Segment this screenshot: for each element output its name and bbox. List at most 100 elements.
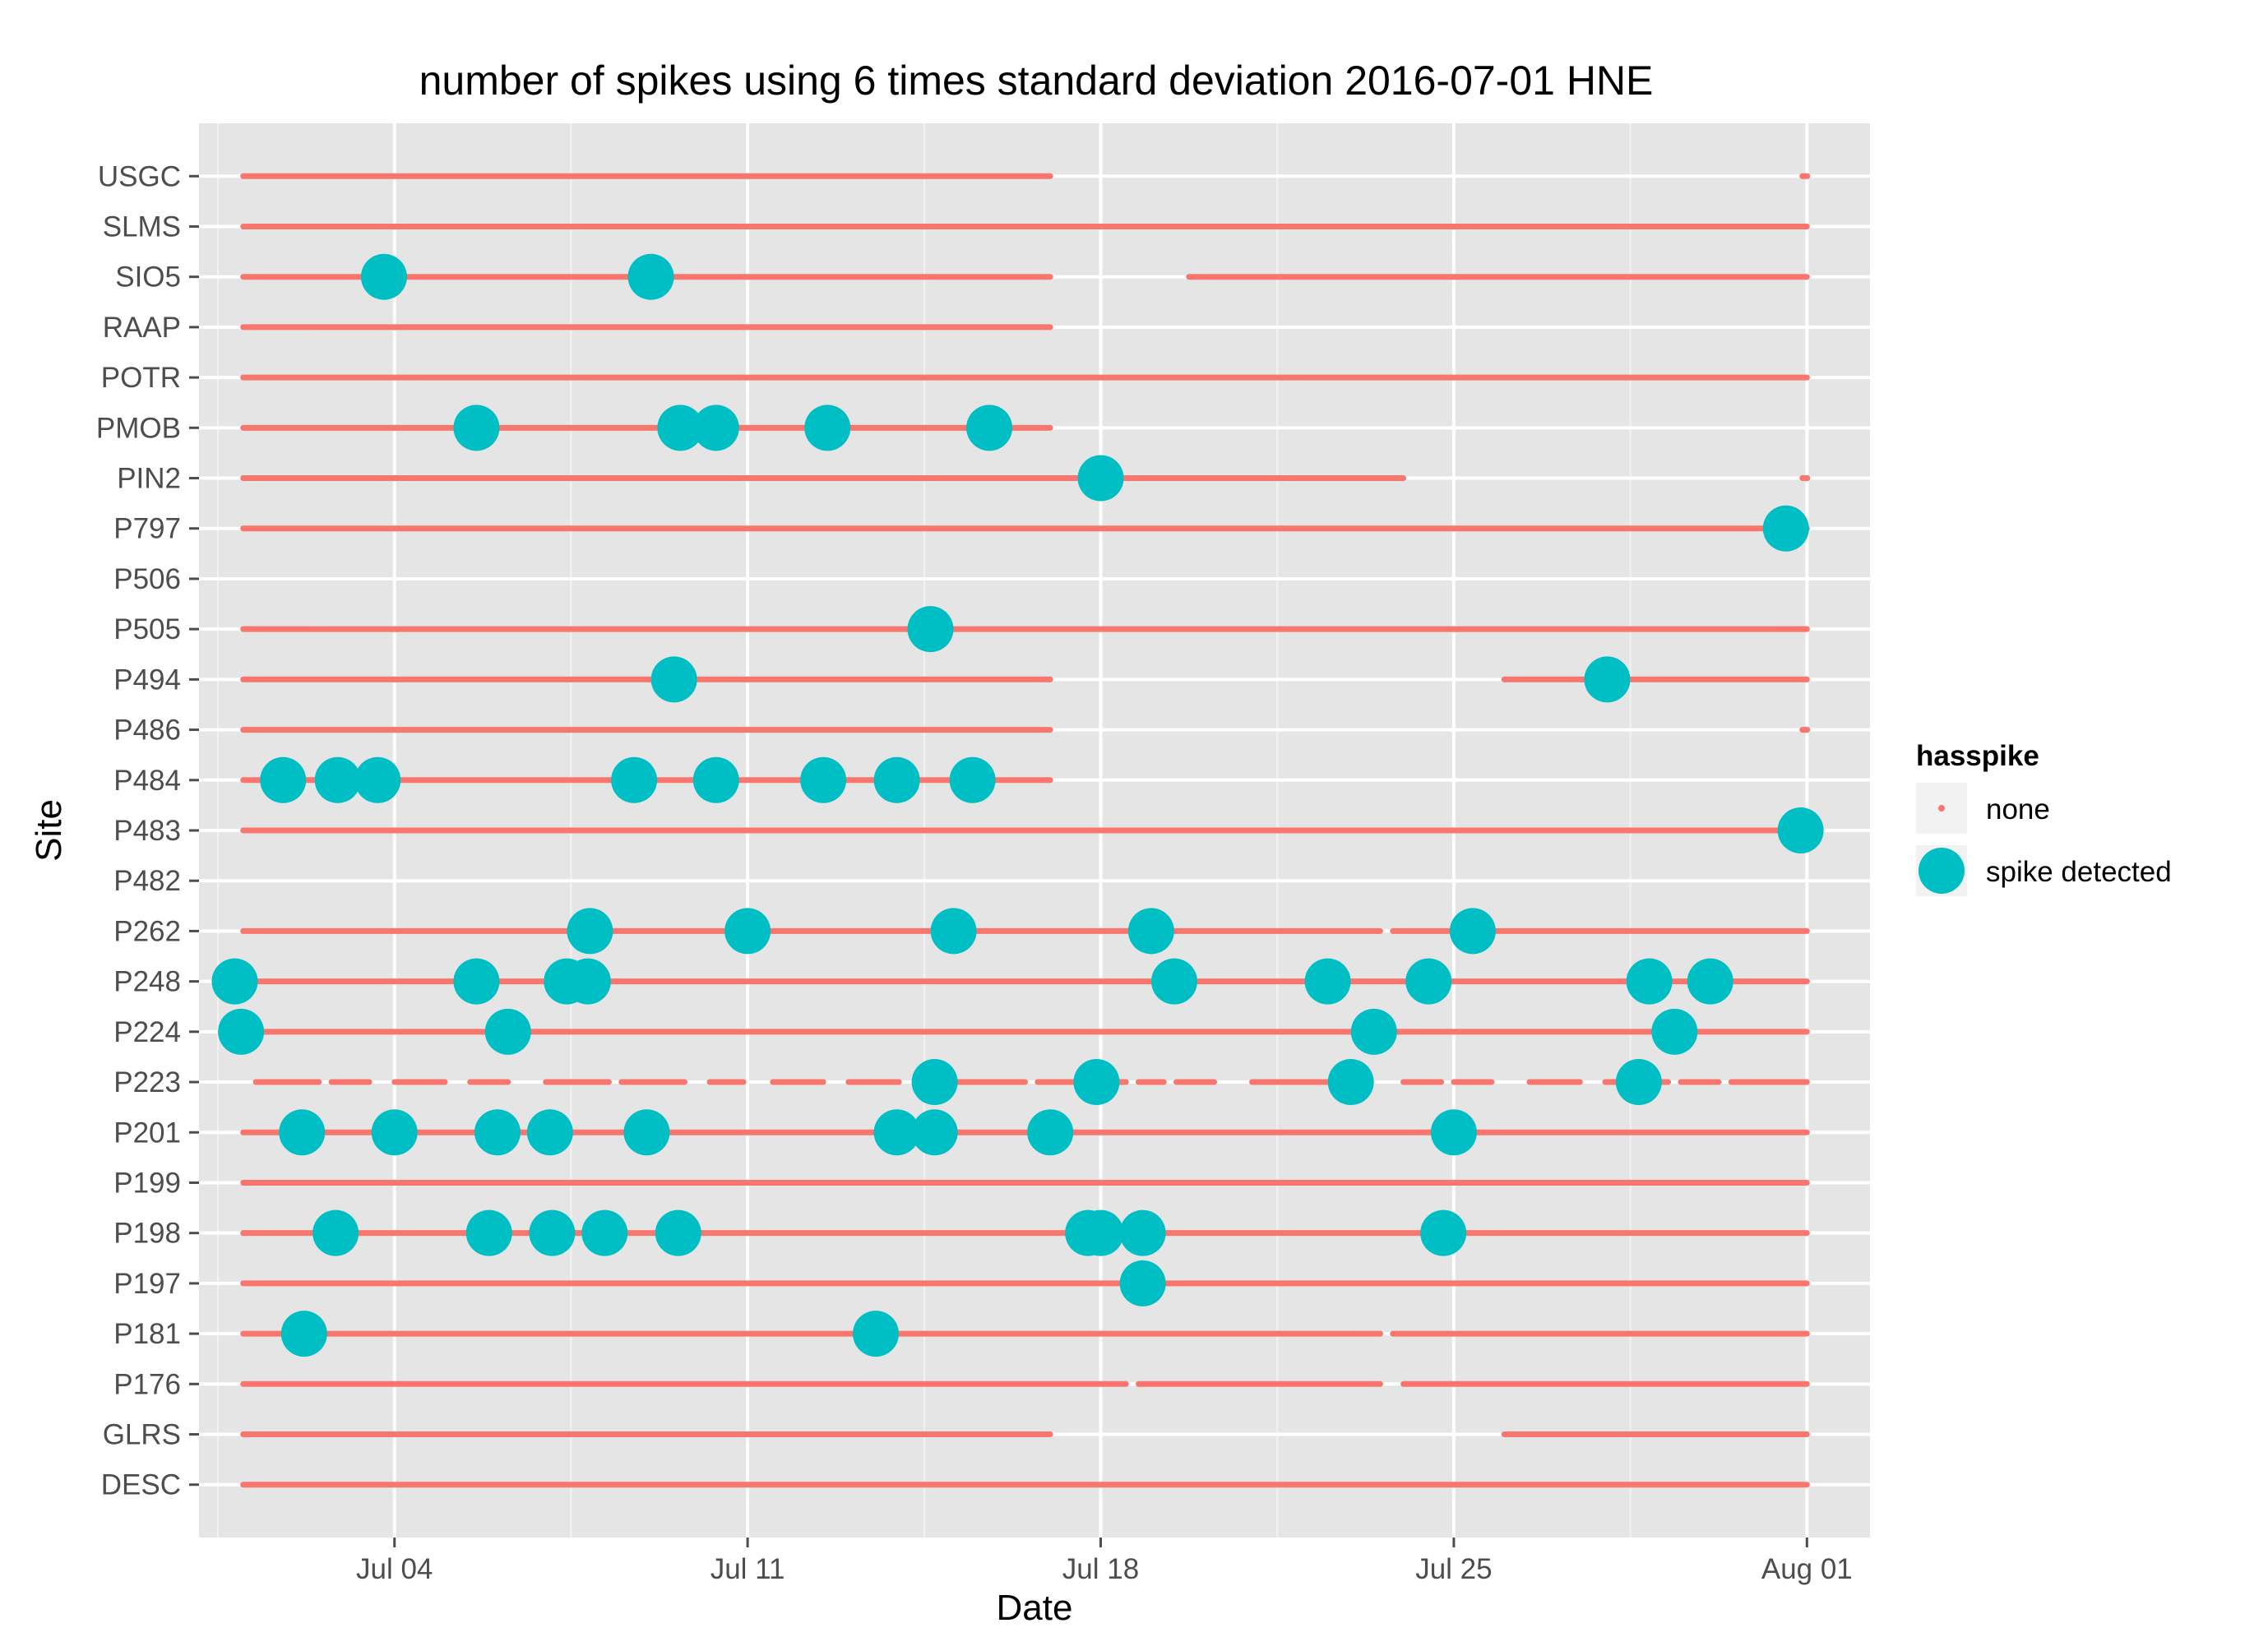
spike-point: [1127, 908, 1174, 955]
spike-point: [314, 756, 361, 803]
spike-point: [800, 756, 847, 803]
spike-point: [529, 1209, 576, 1256]
spike-point: [657, 405, 704, 451]
spike-point: [692, 756, 739, 803]
spike-point: [371, 1109, 418, 1156]
y-tick-label: GLRS: [103, 1419, 181, 1451]
y-tick-label: P482: [113, 865, 181, 897]
spike-point: [911, 1059, 958, 1106]
y-tick-label: RAAP: [103, 312, 181, 344]
x-axis: Jul 04 Jul 11 Jul 18 Jul 25 Aug 01: [356, 1538, 1853, 1585]
spike-point: [526, 1109, 573, 1156]
spike-point: [1584, 656, 1631, 703]
y-tick-label: USGC: [98, 160, 181, 192]
y-tick-label: SLMS: [103, 210, 181, 243]
none-series: [240, 173, 1811, 1488]
legend-spike-marker: [1919, 848, 1965, 894]
legend: hasspike none spike detected: [1916, 740, 2172, 896]
spike-point: [627, 253, 674, 300]
spike-point: [453, 405, 500, 451]
spike-point: [873, 756, 920, 803]
spike-point: [1119, 1260, 1166, 1306]
spike-point: [949, 756, 996, 803]
spike-point: [280, 1311, 327, 1357]
y-tick-label: P505: [113, 613, 181, 645]
spike-point: [218, 1008, 265, 1055]
spike-point: [1405, 958, 1452, 1005]
y-tick-label: POTR: [101, 362, 181, 394]
x-tick-label: Jul 11: [710, 1553, 785, 1585]
spike-series: [211, 253, 1824, 1357]
spike-point: [611, 756, 658, 803]
spike-point: [1651, 1008, 1698, 1055]
x-tick-label: Aug 01: [1761, 1553, 1853, 1585]
spike-point: [1420, 1209, 1467, 1256]
spike-point: [1073, 1059, 1120, 1106]
y-tick-label: P262: [113, 915, 181, 947]
spike-point: [312, 1209, 359, 1256]
chart-title: number of spikes using 6 times standard …: [419, 58, 1654, 104]
spike-point: [1150, 958, 1197, 1005]
legend-label-spike: spike detected: [1986, 856, 2172, 888]
spike-point: [1119, 1209, 1166, 1256]
spike-point: [1626, 958, 1673, 1005]
x-tick-label: Jul 18: [1062, 1553, 1139, 1585]
spike-point: [623, 1109, 670, 1156]
spike-point: [1350, 1008, 1397, 1055]
spike-point: [1077, 455, 1124, 502]
spike-point: [1077, 1209, 1124, 1256]
x-tick-label: Jul 25: [1415, 1553, 1492, 1585]
y-tick-label: P484: [113, 765, 181, 797]
spike-point: [1327, 1059, 1374, 1106]
spike-point: [260, 756, 307, 803]
spike-point: [1430, 1109, 1477, 1156]
x-axis-title: Date: [997, 1588, 1073, 1628]
spike-point: [907, 606, 954, 653]
spike-point: [1304, 958, 1351, 1005]
y-tick-label: P506: [113, 563, 181, 595]
y-tick-label: P494: [113, 664, 181, 696]
spike-point: [1027, 1109, 1074, 1156]
y-tick-label: P224: [113, 1016, 181, 1048]
spike-point: [804, 405, 851, 451]
y-tick-label: DESC: [101, 1469, 181, 1501]
spike-point: [453, 958, 500, 1005]
spike-point: [279, 1109, 326, 1156]
y-tick-label: P198: [113, 1218, 181, 1250]
spike-point: [360, 253, 407, 300]
spike-point: [581, 1209, 628, 1256]
y-tick-label: P797: [113, 513, 181, 545]
spike-point: [564, 958, 611, 1005]
spike-point: [354, 756, 401, 803]
spike-point: [474, 1109, 521, 1156]
legend-title: hasspike: [1916, 740, 2039, 772]
spike-point: [692, 405, 739, 451]
spike-point: [1615, 1059, 1662, 1106]
spike-point: [1449, 908, 1496, 955]
y-tick-label: P483: [113, 815, 181, 847]
spike-point: [853, 1311, 900, 1357]
legend-label-none: none: [1986, 793, 2050, 825]
y-tick-label: P176: [113, 1368, 181, 1400]
spike-point: [1687, 958, 1733, 1005]
y-tick-label: P197: [113, 1268, 181, 1300]
x-tick-label: Jul 04: [356, 1553, 433, 1585]
y-tick-label: PMOB: [96, 412, 181, 444]
spike-point: [211, 958, 258, 1005]
y-tick-label: P199: [113, 1167, 181, 1199]
spike-point: [966, 405, 1013, 451]
spike-point: [484, 1008, 531, 1055]
spike-point: [567, 908, 613, 955]
y-tick-label: P181: [113, 1318, 181, 1350]
y-tick-label: PIN2: [117, 463, 181, 495]
y-axis: USGC SLMS SIO5 RAAP POTR PMOB PIN2 P797 P506 P505…: [96, 160, 199, 1501]
y-tick-label: SIO5: [115, 261, 181, 294]
legend-none-marker: [1938, 805, 1945, 812]
spike-point: [873, 1109, 920, 1156]
spike-point: [724, 908, 771, 955]
spike-point: [1777, 807, 1824, 853]
spike-point: [911, 1109, 958, 1156]
spike-point: [930, 908, 977, 955]
y-axis-title: Site: [29, 799, 69, 862]
